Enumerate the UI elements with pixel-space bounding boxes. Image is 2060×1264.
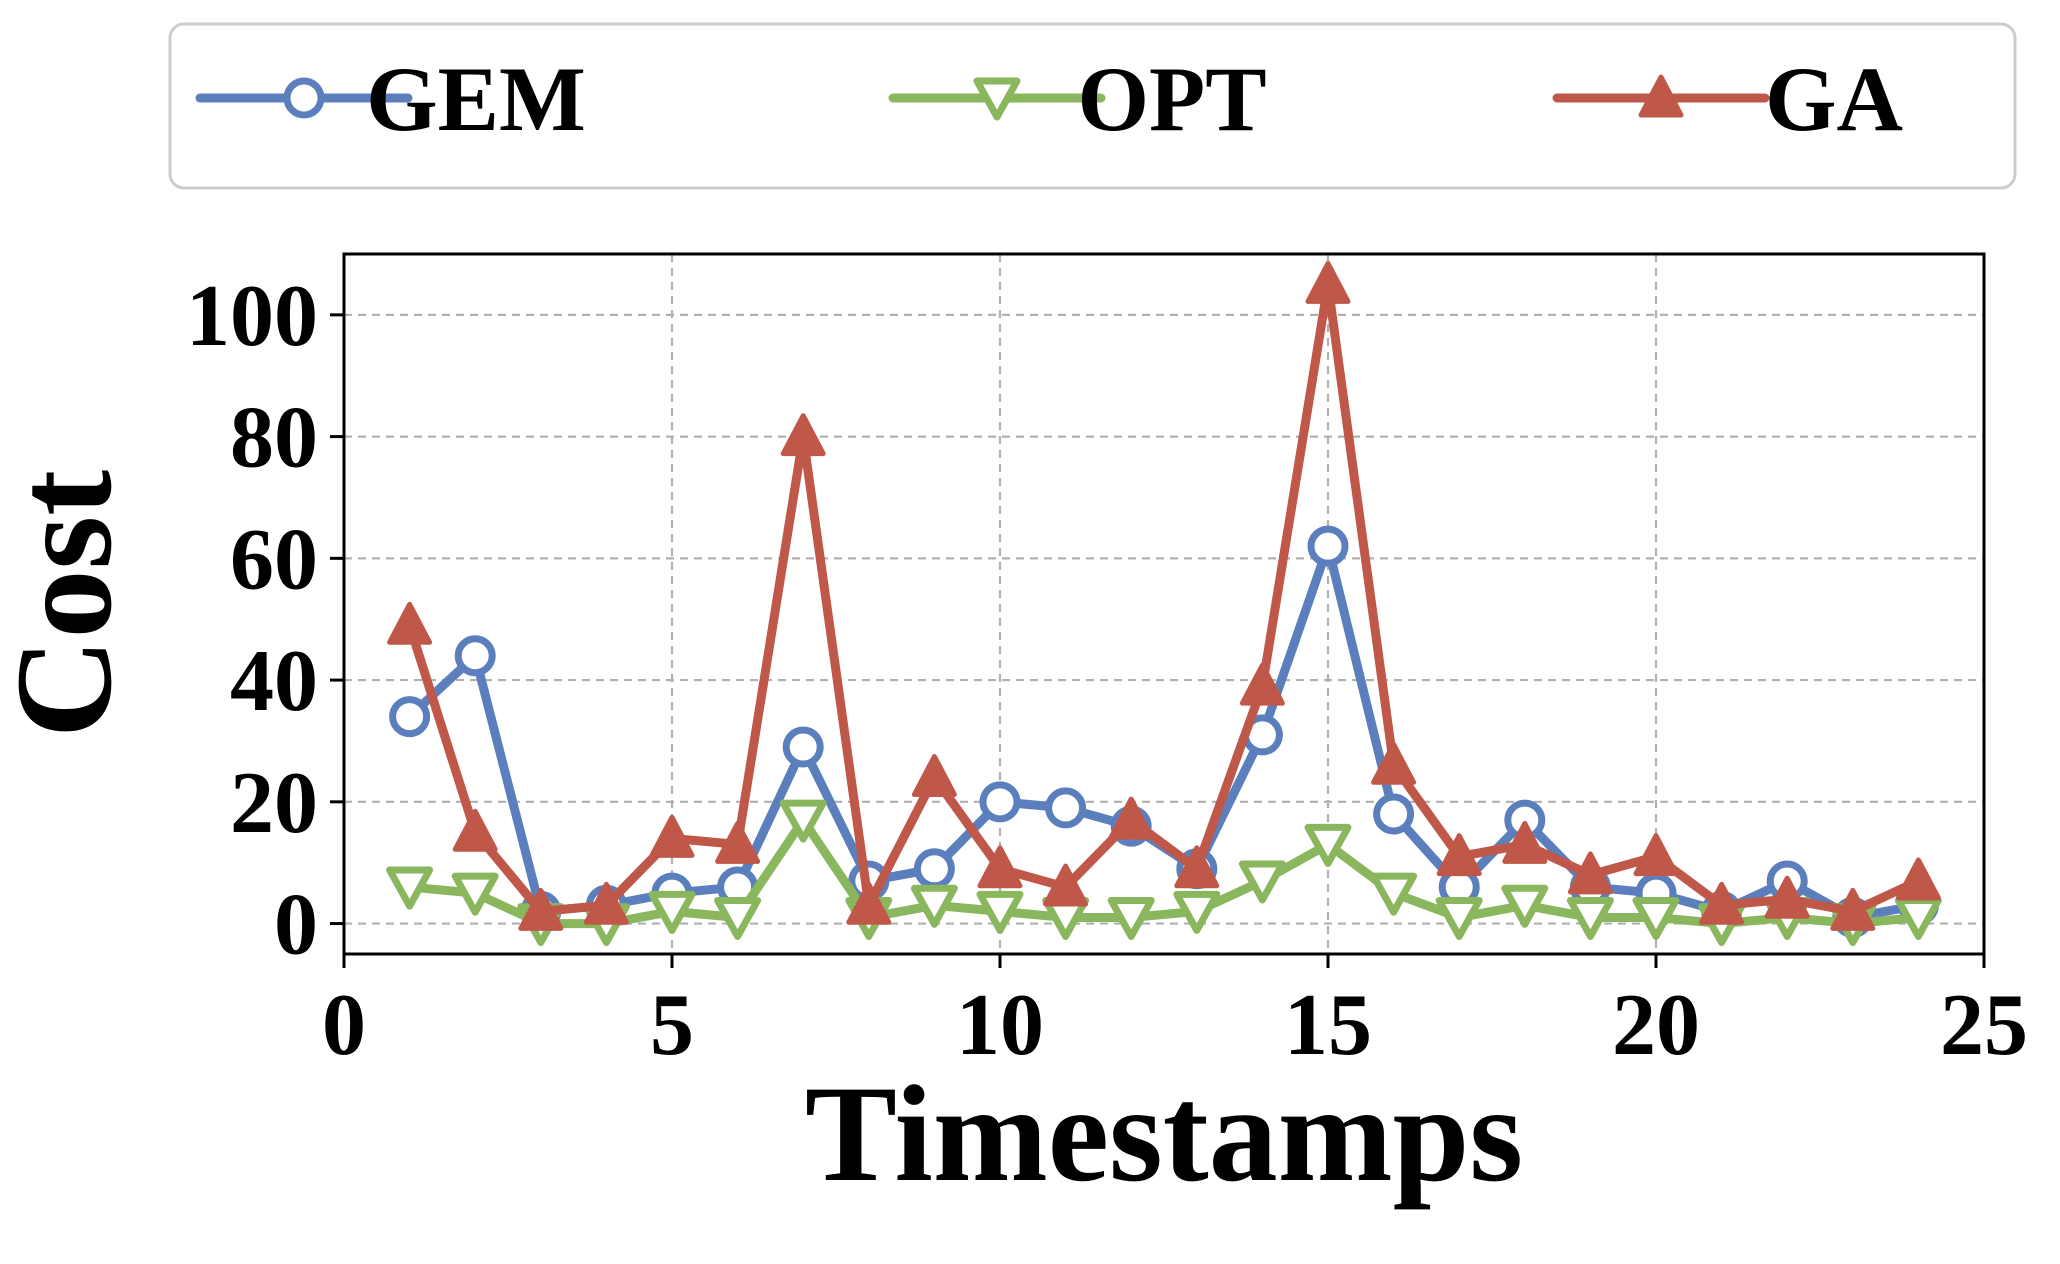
data-point-ga — [1174, 845, 1220, 889]
data-point-opt — [451, 872, 499, 916]
data-point-ga — [780, 413, 826, 457]
data-point-gem — [1307, 525, 1349, 567]
data-point-opt — [1501, 884, 1549, 928]
data-point-ga — [649, 814, 695, 858]
data-point-ga — [518, 887, 564, 931]
plot-series — [386, 260, 1942, 947]
legend: GEM OPT GA — [168, 22, 2017, 190]
data-point-opt — [1566, 896, 1614, 940]
legend-marker-gem — [283, 77, 325, 119]
data-point-ga — [1699, 881, 1745, 925]
data-point-opt — [1435, 896, 1483, 940]
data-point-ga — [452, 808, 498, 852]
y-tick-label: 40 — [230, 633, 318, 730]
data-point-ga — [387, 601, 433, 645]
data-point-gem — [1045, 787, 1087, 829]
legend-label-gem: GEM — [366, 48, 586, 150]
data-point-opt — [779, 799, 827, 843]
data-point-opt — [386, 866, 434, 910]
data-point-ga — [977, 845, 1023, 889]
y-tick-label: 20 — [230, 755, 318, 852]
data-point-ga — [583, 881, 629, 925]
data-point-opt — [1304, 823, 1352, 867]
x-tick-label: 20 — [1612, 977, 1700, 1074]
data-point-opt — [1173, 890, 1221, 934]
data-point-ga — [1633, 833, 1679, 877]
data-point-gem — [454, 635, 496, 677]
legend-item-ga: GA — [1552, 48, 1903, 150]
data-point-gem — [1373, 793, 1415, 835]
data-point-gem — [979, 781, 1021, 823]
data-point-opt — [714, 896, 762, 940]
x-tick-label: 15 — [1284, 977, 1372, 1074]
plot-frame — [342, 252, 1986, 956]
data-point-ga — [911, 753, 957, 797]
y-tick-label: 100 — [186, 268, 318, 365]
data-point-ga — [1830, 887, 1876, 931]
data-point-gem — [782, 726, 824, 768]
data-point-opt — [910, 884, 958, 928]
y-tick-label: 0 — [274, 877, 318, 974]
data-point-ga — [1239, 662, 1285, 706]
data-point-opt — [1238, 860, 1286, 904]
y-tick-label: 80 — [230, 390, 318, 487]
legend-marker-ga — [1638, 74, 1684, 118]
data-point-gem — [913, 848, 955, 890]
axis-ticks: 0 5 10 15 20 25 0 20 40 60 80 100 — [186, 268, 2028, 1074]
data-point-ga — [1764, 875, 1810, 919]
legend-label-ga: GA — [1765, 48, 1903, 150]
data-point-opt — [1632, 896, 1680, 940]
legend-item-opt: OPT — [888, 48, 1267, 150]
x-tick-label: 10 — [956, 977, 1044, 1074]
legend-item-gem: GEM — [195, 48, 586, 150]
data-point-opt — [1894, 896, 1942, 940]
data-point-ga — [846, 881, 892, 925]
data-point-ga — [1371, 741, 1417, 785]
legend-frame — [168, 22, 2017, 190]
data-point-opt — [1370, 872, 1418, 916]
legend-label-opt: OPT — [1077, 48, 1266, 150]
series-ga — [387, 260, 1941, 931]
data-point-opt — [648, 890, 696, 934]
data-point-opt — [1107, 896, 1155, 940]
y-tick-label: 60 — [230, 511, 318, 608]
data-point-ga — [1305, 260, 1351, 304]
data-point-ga — [1895, 857, 1941, 901]
data-point-opt — [976, 890, 1024, 934]
x-axis-title: Timestamps — [805, 1057, 1523, 1210]
data-point-ga — [1108, 796, 1154, 840]
x-tick-label: 0 — [322, 977, 366, 1074]
data-point-gem — [389, 696, 431, 738]
data-point-ga — [1567, 851, 1613, 895]
data-point-ga — [715, 820, 761, 864]
y-axis-title: Cost — [0, 470, 140, 738]
x-tick-label: 5 — [650, 977, 694, 1074]
legend-marker-opt — [973, 77, 1021, 121]
data-point-ga — [1043, 863, 1089, 907]
data-point-ga — [1436, 833, 1482, 877]
data-point-ga — [1502, 820, 1548, 864]
x-tick-label: 25 — [1940, 977, 2028, 1074]
